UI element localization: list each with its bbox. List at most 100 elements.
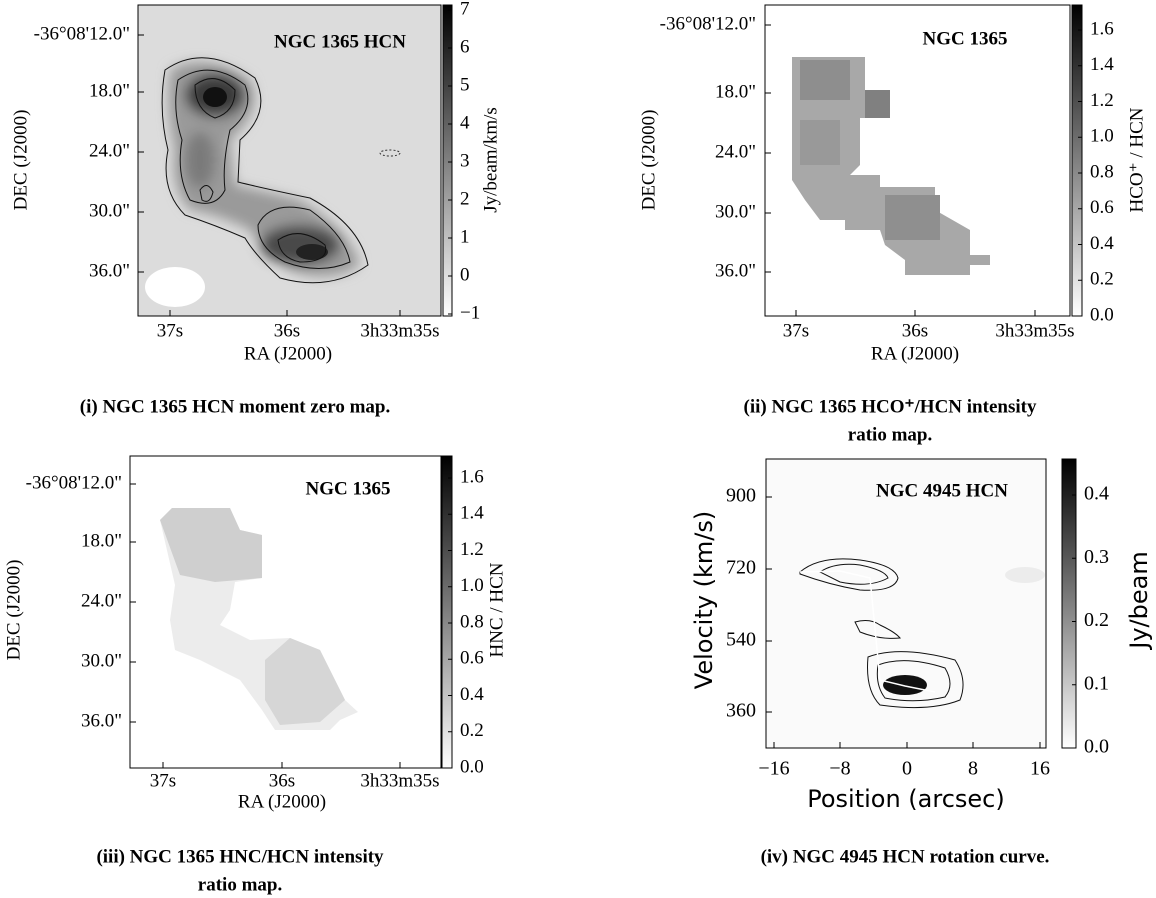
y-tick-label: -36°08'12.0": [660, 13, 756, 34]
x-axis-label: RA (J2000): [244, 343, 332, 364]
colorbar-tick-label: 0.4: [460, 684, 484, 705]
colorbar-tick-label: 0.8: [1090, 161, 1114, 182]
x-tick-label: 8: [968, 758, 978, 780]
y-tick-label: 36.0": [715, 260, 756, 281]
colorbar-tick-label: 1.4: [1090, 54, 1114, 75]
y-tick-label: 900: [726, 485, 756, 507]
y-tick-label: 24.0": [89, 140, 130, 161]
y-tick-label: 360: [726, 700, 756, 722]
panel-title: NGC 1365 HCN: [274, 31, 406, 52]
plot-frame: [764, 4, 1071, 317]
colorbar-tick-label: 4: [460, 112, 470, 133]
colorbar-tick-label: 1.2: [1090, 90, 1114, 111]
colorbar-tick-label: 1.6: [1090, 18, 1114, 39]
colorbar-tick-label: 0.0: [460, 756, 484, 777]
caption: (i) NGC 1365 HCN moment zero map.: [80, 396, 390, 417]
colorbar-tick-label: 1: [460, 226, 470, 247]
panel-title: NGC 1365: [306, 478, 391, 499]
y-axis-label: DEC (J2000): [10, 110, 31, 211]
x-tick-label: 37s: [783, 320, 809, 341]
colorbar-tick-label: 0.0: [1090, 304, 1114, 325]
y-axis-label: DEC (J2000): [3, 560, 24, 661]
x-axis-label: RA (J2000): [238, 791, 326, 812]
x-tick-label: −16: [758, 758, 789, 780]
colorbar-tick-label: 2: [460, 188, 470, 209]
colorbar-label: HNC / HCN: [486, 562, 507, 657]
colorbar-tick-label: 0.6: [460, 648, 484, 669]
y-tick-label: 36.0": [81, 710, 122, 731]
colorbar-tick-label: 0.4: [1090, 233, 1114, 254]
x-tick-label: 37s: [157, 320, 183, 341]
x-tick-label: 36s: [902, 320, 928, 341]
x-tick-label: 37s: [150, 770, 176, 791]
y-axis-label: Velocity (km/s): [690, 511, 718, 689]
map-image: [160, 508, 358, 730]
y-tick-label: 18.0": [715, 81, 756, 102]
colorbar-label: Jy/beam: [1125, 551, 1153, 650]
colorbar-tick-label: 0.2: [1084, 609, 1109, 631]
x-axis-label: Position (arcsec): [807, 785, 1005, 813]
y-tick-label: 24.0": [715, 141, 756, 162]
y-tick-label: 30.0": [81, 650, 122, 671]
colorbar-tick-label: 1.2: [460, 539, 484, 560]
colorbar-tick-label: 0.0: [1084, 736, 1109, 758]
panel-title: NGC 1365: [923, 28, 1008, 49]
x-tick-label: 3h33m35s: [360, 320, 439, 341]
x-tick-label: 3h33m35s: [360, 770, 439, 791]
colorbar-tick-label: 7: [460, 0, 470, 19]
colorbar-tick-label: 0.2: [1090, 269, 1114, 290]
map-image: [766, 459, 1046, 748]
colorbar-tick-label: 1.6: [460, 466, 484, 487]
colorbar-tick-label: 1.4: [460, 503, 484, 524]
colorbar-tick-label: 6: [460, 36, 470, 57]
caption: ratio map.: [848, 424, 932, 445]
colorbar-label: Jy/beam/km/s: [480, 107, 501, 213]
x-tick-label: 36s: [274, 320, 300, 341]
colorbar-label: HCO⁺ / HCN: [1126, 107, 1147, 212]
y-tick-label: 24.0": [81, 590, 122, 611]
y-tick-label: 720: [726, 557, 756, 579]
x-axis-label: RA (J2000): [871, 343, 959, 364]
colorbar-tick-label: 0.4: [1084, 483, 1109, 505]
colorbar-tick-label: 3: [460, 150, 470, 171]
y-tick-label: -36°08'12.0": [26, 472, 122, 493]
panel-title: NGC 4945 HCN: [876, 480, 1008, 501]
map-image: [792, 57, 990, 275]
colorbar-tick-label: 1.0: [460, 575, 484, 596]
colorbar-tick-label: 0.6: [1090, 197, 1114, 218]
colorbar-tick-label: 0.8: [460, 611, 484, 632]
y-tick-label: 36.0": [89, 260, 130, 281]
colorbar: [442, 4, 453, 317]
y-tick-label: -36°08'12.0": [34, 23, 130, 44]
y-tick-label: 30.0": [89, 200, 130, 221]
x-tick-label: 36s: [269, 770, 295, 791]
colorbar: [1061, 458, 1077, 749]
caption: ratio map.: [198, 874, 282, 895]
plot-frame: [765, 458, 1047, 749]
colorbar-tick-label: 0.3: [1084, 546, 1109, 568]
plot-frame: [129, 455, 442, 769]
colorbar-tick-label: 0: [460, 264, 470, 285]
y-tick-label: 30.0": [715, 201, 756, 222]
caption: (ii) NGC 1365 HCO⁺/HCN intensity: [744, 396, 1037, 417]
colorbar-tick-label: −1: [460, 302, 480, 323]
colorbar: [441, 455, 453, 769]
y-tick-label: 18.0": [81, 530, 122, 551]
y-axis-label: DEC (J2000): [638, 110, 659, 211]
x-tick-label: −8: [829, 758, 850, 780]
plot-frame: [137, 4, 442, 317]
colorbar-tick-label: 0.1: [1084, 672, 1109, 694]
y-tick-label: 18.0": [89, 80, 130, 101]
x-tick-label: 3h33m35s: [995, 320, 1074, 341]
x-tick-label: 0: [902, 758, 912, 780]
colorbar: [1071, 4, 1083, 317]
caption: (iv) NGC 4945 HCN rotation curve.: [761, 846, 1050, 867]
caption: (iii) NGC 1365 HNC/HCN intensity: [96, 846, 384, 867]
y-tick-label: 540: [726, 629, 756, 651]
colorbar-tick-label: 5: [460, 74, 470, 95]
x-tick-label: 16: [1030, 758, 1050, 780]
colorbar-tick-label: 0.2: [460, 720, 484, 741]
colorbar-tick-label: 1.0: [1090, 126, 1114, 147]
map-image: [138, 5, 441, 316]
